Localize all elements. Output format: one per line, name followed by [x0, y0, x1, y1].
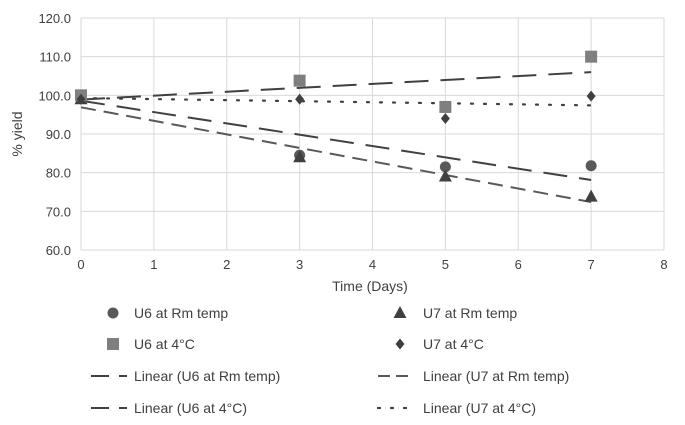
- legend-marker-3: [395, 338, 405, 350]
- data-point-series-3: [76, 93, 86, 105]
- legend-label: Linear (U6 at Rm temp): [134, 368, 280, 384]
- x-axis-title: Time (Days): [332, 278, 408, 294]
- data-point-series-2: [293, 74, 306, 87]
- legend-marker-1: [393, 306, 407, 318]
- y-tick-label: 60.0: [46, 243, 71, 258]
- data-point-series-2: [439, 100, 452, 113]
- data-point-series-0: [439, 161, 451, 173]
- data-point-series-1: [293, 150, 307, 163]
- legend-marker-2: [107, 338, 119, 350]
- legend-label: U6 at Rm temp: [134, 305, 228, 321]
- x-tick-label: 5: [442, 257, 449, 272]
- legend-label: U7 at 4°C: [423, 336, 484, 352]
- data-point-series-1: [438, 169, 452, 182]
- legend-label: U6 at 4°C: [134, 336, 195, 352]
- trendline-1: [80, 106, 592, 204]
- y-tick-label: 120.0: [38, 11, 71, 26]
- trendline-2: [80, 71, 592, 101]
- x-tick-label: 1: [150, 257, 157, 272]
- y-tick-label: 70.0: [46, 204, 71, 219]
- x-tick-label: 7: [588, 257, 595, 272]
- chart-trendlines: [79, 71, 593, 204]
- y-tick-label: 100.0: [38, 88, 71, 103]
- y-tick-label: 80.0: [46, 166, 71, 181]
- data-point-series-3: [586, 90, 596, 102]
- x-tick-label: 0: [77, 257, 84, 272]
- trendline-3: [79, 96, 593, 107]
- x-tick-label: 6: [515, 257, 522, 272]
- legend-marker-0: [107, 307, 119, 319]
- x-tick-label: 3: [296, 257, 303, 272]
- x-tick-label: 2: [223, 257, 230, 272]
- y-tick-label: 90.0: [46, 127, 71, 142]
- data-point-series-1: [584, 189, 598, 202]
- data-point-series-2: [585, 50, 598, 63]
- trendline-0: [80, 99, 592, 182]
- chart-legend: U6 at Rm temp U7 at Rm temp U6 at 4°C U7 at…: [91, 305, 569, 416]
- legend-label: Linear (U7 at 4°C): [423, 400, 536, 416]
- legend-label: Linear (U6 at 4°C): [134, 400, 247, 416]
- x-tick-label: 8: [660, 257, 667, 272]
- chart-data-points: [74, 50, 598, 202]
- legend-label: Linear (U7 at Rm temp): [423, 368, 569, 384]
- chart-gridlines: [80, 17, 665, 251]
- y-axis-title: % yield: [9, 111, 25, 156]
- chart-tick-labels: 60.0 70.0 80.0 90.0 100.0 110.0 120.0 0 1 2 3 4 5 6 7 8: [38, 11, 667, 272]
- y-tick-label: 110.0: [39, 50, 71, 65]
- legend-label: U7 at Rm temp: [423, 305, 517, 321]
- data-point-series-3: [295, 93, 305, 105]
- x-tick-label: 4: [369, 257, 376, 272]
- data-point-series-0: [585, 160, 597, 172]
- data-point-series-3: [440, 113, 450, 125]
